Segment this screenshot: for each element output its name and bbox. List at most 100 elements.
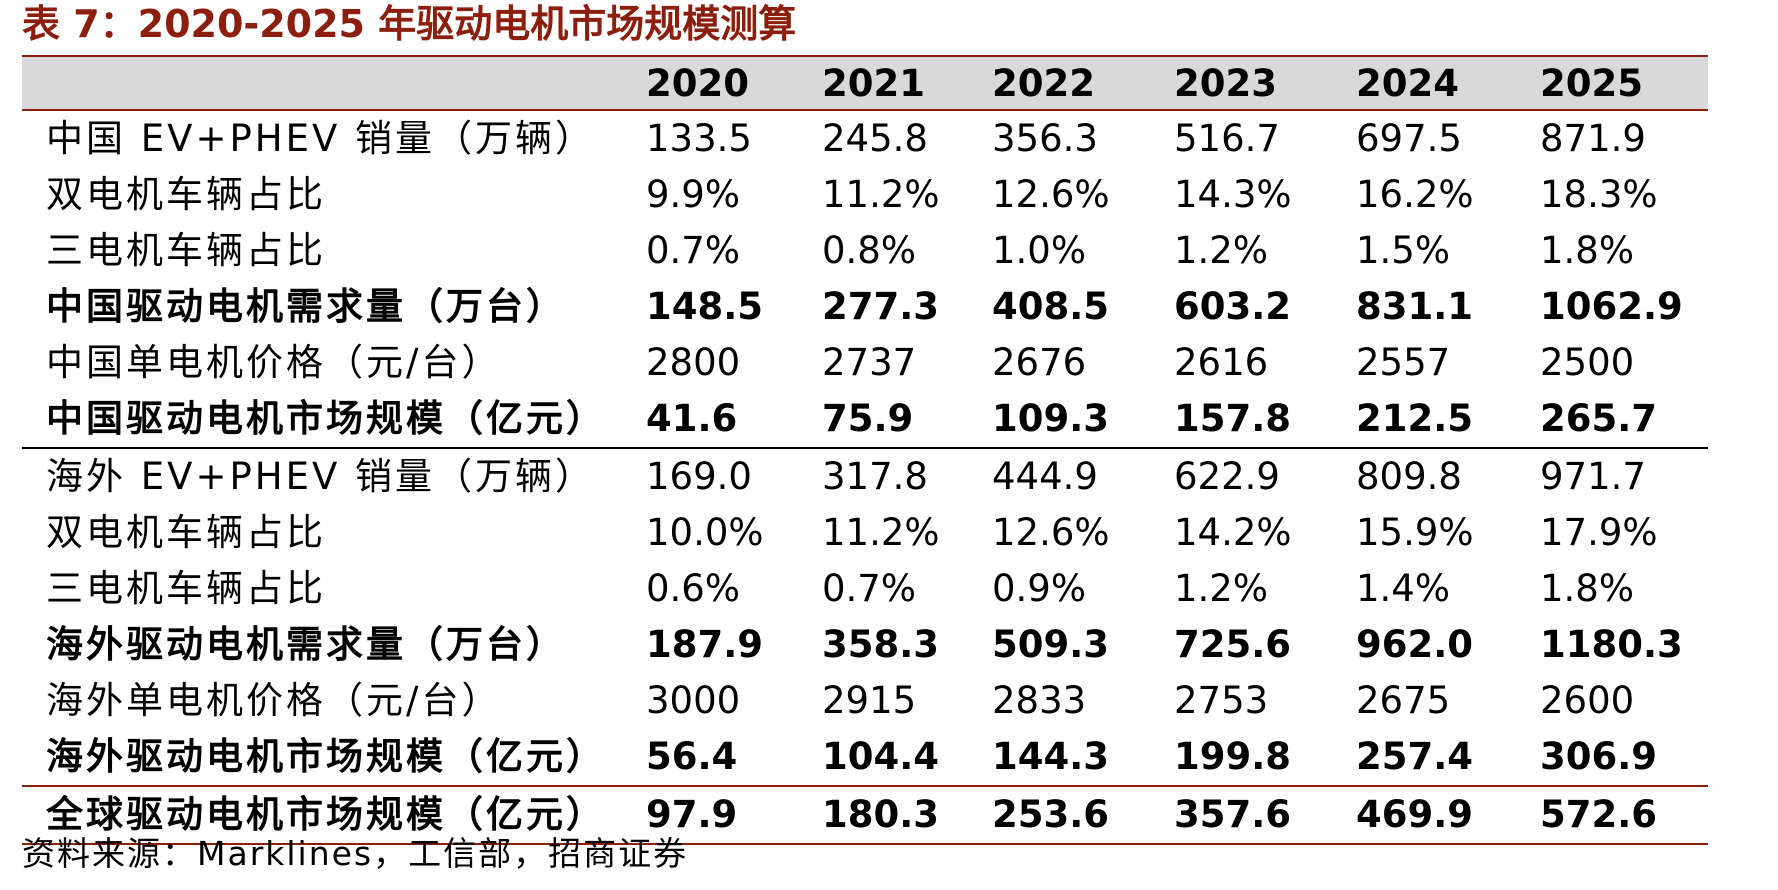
year-header: 2024 (1356, 62, 1459, 105)
row-label: 三电机车辆占比 (46, 229, 326, 272)
table-cell: 831.1 (1356, 285, 1474, 328)
table-cell: 245.8 (822, 117, 928, 160)
row-label: 中国 EV+PHEV 销量（万辆） (46, 117, 596, 160)
source-note: 资料来源：Marklines，工信部，招商证券 (22, 834, 689, 873)
table-row: 双电机车辆占比 9.9% 11.2% 12.6% 14.3% 16.2% 18.… (22, 167, 1708, 223)
table-cell: 357.6 (1174, 793, 1292, 836)
row-label: 海外驱动电机市场规模（亿元） (46, 735, 606, 778)
table-cell: 2500 (1540, 341, 1635, 384)
table-cell: 2915 (822, 679, 917, 722)
table-cell: 16.2% (1356, 173, 1474, 216)
table-cell: 603.2 (1174, 285, 1292, 328)
table-cell: 12.6% (992, 511, 1110, 554)
table-row: 海外驱动电机市场规模（亿元） 56.4 104.4 144.3 199.8 25… (22, 729, 1708, 785)
row-label: 海外单电机价格（元/台） (46, 679, 502, 722)
table-cell: 0.9% (992, 567, 1086, 610)
table-cell: 11.2% (822, 173, 940, 216)
table-cell: 17.9% (1540, 511, 1658, 554)
table-cell: 1180.3 (1540, 623, 1683, 666)
table-cell: 265.7 (1540, 397, 1658, 440)
table-cell: 516.7 (1174, 117, 1280, 160)
year-header: 2022 (992, 62, 1095, 105)
table-cell: 133.5 (646, 117, 752, 160)
table-cell: 971.7 (1540, 455, 1646, 498)
table-header-row: 2020 2021 2022 2023 2024 2025 (22, 55, 1708, 111)
table-row: 双电机车辆占比 10.0% 11.2% 12.6% 14.2% 15.9% 17… (22, 505, 1708, 561)
table-cell: 2675 (1356, 679, 1451, 722)
year-header: 2020 (646, 62, 749, 105)
table-cell: 1.8% (1540, 229, 1634, 272)
table-cell: 444.9 (992, 455, 1098, 498)
table-cell: 2800 (646, 341, 741, 384)
table-cell: 199.8 (1174, 735, 1292, 778)
table-row: 海外单电机价格（元/台） 3000 2915 2833 2753 2675 26… (22, 673, 1708, 729)
table-row: 中国驱动电机市场规模（亿元） 41.6 75.9 109.3 157.8 212… (22, 391, 1708, 447)
table-title: 表 7：2020-2025 年驱动电机市场规模测算 (22, 2, 797, 46)
table-row: 中国驱动电机需求量（万台） 148.5 277.3 408.5 603.2 83… (22, 279, 1708, 335)
table-cell: 356.3 (992, 117, 1098, 160)
row-label: 中国驱动电机市场规模（亿元） (46, 397, 606, 440)
year-header: 2023 (1174, 62, 1277, 105)
table-cell: 56.4 (646, 735, 738, 778)
table-cell: 306.9 (1540, 735, 1658, 778)
table-row: 全球驱动电机市场规模（亿元） 97.9 180.3 253.6 357.6 46… (22, 785, 1708, 845)
table-cell: 0.7% (646, 229, 740, 272)
table-row: 中国单电机价格（元/台） 2800 2737 2676 2616 2557 25… (22, 335, 1708, 391)
table-cell: 317.8 (822, 455, 928, 498)
table-cell: 3000 (646, 679, 741, 722)
table-cell: 0.8% (822, 229, 916, 272)
table-cell: 962.0 (1356, 623, 1474, 666)
table-cell: 2600 (1540, 679, 1635, 722)
table-cell: 97.9 (646, 793, 738, 836)
table-cell: 1.8% (1540, 567, 1634, 610)
table-cell: 41.6 (646, 397, 738, 440)
table-cell: 257.4 (1356, 735, 1474, 778)
table-cell: 809.8 (1356, 455, 1462, 498)
table-cell: 109.3 (992, 397, 1110, 440)
row-label: 全球驱动电机市场规模（亿元） (46, 793, 606, 836)
table-cell: 0.7% (822, 567, 916, 610)
table-cell: 2616 (1174, 341, 1269, 384)
table-cell: 15.9% (1356, 511, 1474, 554)
table-cell: 2753 (1174, 679, 1269, 722)
table-cell: 725.6 (1174, 623, 1292, 666)
table-cell: 1.0% (992, 229, 1086, 272)
table-cell: 253.6 (992, 793, 1110, 836)
table-cell: 10.0% (646, 511, 764, 554)
table-cell: 572.6 (1540, 793, 1658, 836)
table-cell: 212.5 (1356, 397, 1474, 440)
table-cell: 12.6% (992, 173, 1110, 216)
table-row: 三电机车辆占比 0.6% 0.7% 0.9% 1.2% 1.4% 1.8% (22, 561, 1708, 617)
table-cell: 1062.9 (1540, 285, 1683, 328)
market-size-table: 2020 2021 2022 2023 2024 2025 中国 EV+PHEV… (22, 55, 1708, 845)
table-row: 海外 EV+PHEV 销量（万辆） 169.0 317.8 444.9 622.… (22, 447, 1708, 505)
table-cell: 169.0 (646, 455, 752, 498)
row-label: 海外 EV+PHEV 销量（万辆） (46, 455, 596, 498)
table-cell: 2737 (822, 341, 917, 384)
table-cell: 14.2% (1174, 511, 1292, 554)
table-cell: 148.5 (646, 285, 764, 328)
table-row: 中国 EV+PHEV 销量（万辆） 133.5 245.8 356.3 516.… (22, 111, 1708, 167)
table-cell: 358.3 (822, 623, 940, 666)
table-cell: 1.2% (1174, 229, 1268, 272)
table-cell: 2557 (1356, 341, 1451, 384)
table-cell: 144.3 (992, 735, 1110, 778)
table-cell: 157.8 (1174, 397, 1292, 440)
table-cell: 469.9 (1356, 793, 1474, 836)
table-cell: 2676 (992, 341, 1087, 384)
row-label: 双电机车辆占比 (46, 511, 326, 554)
table-cell: 9.9% (646, 173, 740, 216)
table-cell: 622.9 (1174, 455, 1280, 498)
table-cell: 187.9 (646, 623, 764, 666)
row-label: 中国单电机价格（元/台） (46, 341, 502, 384)
table-cell: 408.5 (992, 285, 1110, 328)
table-cell: 11.2% (822, 511, 940, 554)
year-header: 2025 (1540, 62, 1643, 105)
row-label: 中国驱动电机需求量（万台） (46, 285, 566, 328)
table-cell: 509.3 (992, 623, 1110, 666)
table-cell: 75.9 (822, 397, 914, 440)
table-cell: 1.4% (1356, 567, 1450, 610)
table-cell: 1.2% (1174, 567, 1268, 610)
table-cell: 2833 (992, 679, 1087, 722)
row-label: 双电机车辆占比 (46, 173, 326, 216)
